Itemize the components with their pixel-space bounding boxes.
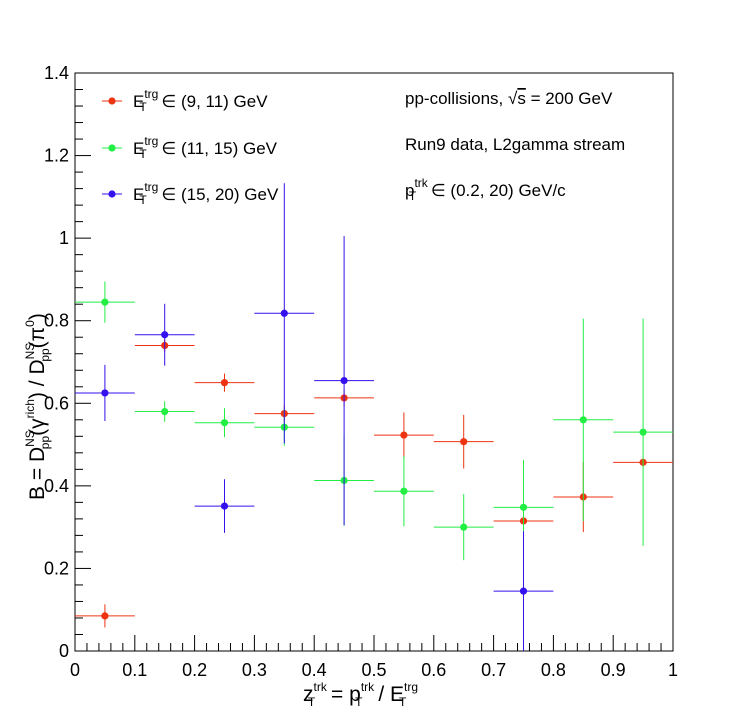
legend-label-base-0: E — [133, 92, 144, 111]
data-point — [75, 604, 135, 628]
legend-label-rest-2: ∈ (15, 20) GeV — [157, 185, 279, 204]
point-marker — [101, 298, 109, 306]
x-tick-label: 0.5 — [361, 660, 386, 680]
y-tick-label: 0.8 — [44, 311, 69, 331]
legend-label-sup-2: trg — [144, 180, 158, 194]
x-tick-label: 0.4 — [302, 660, 327, 680]
legend-label-rest-0: ∈ (9, 11) GeV — [157, 92, 269, 111]
y-tick-label: 1 — [59, 228, 69, 248]
legend-entry-0: Etrg T ∈ (9, 11) GeV — [102, 87, 268, 114]
data-point — [134, 303, 195, 366]
point-marker — [280, 309, 288, 317]
data-point — [493, 531, 554, 651]
x-tick-label: 0.8 — [541, 660, 566, 680]
data-point — [433, 494, 494, 561]
data-point — [553, 318, 614, 521]
annotation-ptrk: ptrk T ∈ (0.2, 20) GeV/c — [405, 176, 566, 203]
point-marker — [579, 416, 587, 424]
legend-label-base-2: E — [133, 185, 144, 204]
y-tick-label: 1.2 — [44, 146, 69, 166]
legend-label-base-1: E — [133, 139, 144, 158]
point-marker — [161, 407, 169, 416]
legend-marker-1 — [108, 144, 116, 152]
x-tick-label: 0.6 — [421, 660, 446, 680]
data-point — [314, 236, 374, 526]
x-tick-label: 0 — [70, 660, 80, 680]
y-tick-label: 0.6 — [44, 393, 69, 413]
axis-ticks — [74, 72, 674, 652]
data-point — [194, 408, 255, 438]
x-tick-label: 0.3 — [242, 660, 267, 680]
data-point — [254, 183, 315, 444]
point-marker — [400, 487, 408, 495]
tick-labels: 0 0.1 0.2 0.3 0.4 0.5 0.6 0.7 0.8 0.9 1 0 0.2 0.4 0.6 0… — [44, 63, 678, 680]
y-tick-label: 1.4 — [44, 63, 69, 83]
data-points — [75, 183, 673, 651]
data-point — [75, 281, 135, 323]
point-marker — [340, 376, 348, 385]
legend-entry-1: Etrg T ∈ (11, 15) GeV — [102, 134, 278, 161]
annotations: pp-collisions, √s = 200 GeV Run9 data, L… — [405, 89, 625, 203]
data-point — [134, 401, 195, 422]
data-point — [374, 456, 434, 527]
point-marker — [220, 502, 229, 510]
annotation-collisions: pp-collisions, √s = 200 GeV — [405, 89, 613, 108]
legend-label-sub-1: T — [139, 147, 147, 161]
x-axis-label: ztrk T = ptrk T / Etrg T — [303, 680, 418, 709]
legend-marker-0 — [108, 97, 116, 105]
x-tick-label: 1 — [668, 660, 678, 680]
point-marker — [161, 331, 169, 339]
x-tick-label: 0.9 — [601, 660, 626, 680]
data-point — [433, 414, 494, 469]
y-axis-label: B = DNSpp(γrich) / DNSpp(π0) — [23, 313, 52, 500]
data-point — [194, 373, 255, 392]
point-marker — [460, 523, 468, 531]
legend-entry-2: Etrg T ∈ (15, 20) GeV — [102, 180, 279, 207]
data-point — [374, 412, 434, 458]
data-point — [613, 318, 673, 546]
data-point — [75, 364, 135, 422]
legend: Etrg T ∈ (9, 11) GeV Etrg T ∈ (11, 15) GeV… — [102, 87, 279, 207]
point-marker — [400, 431, 408, 439]
data-point — [194, 479, 255, 533]
point-marker — [460, 438, 468, 446]
point-marker — [101, 389, 109, 397]
y-tick-label: 0.4 — [44, 476, 69, 496]
legend-label-rest-1: ∈ (11, 15) GeV — [157, 139, 278, 158]
legend-label-sub-2: T — [139, 193, 147, 207]
point-marker — [639, 428, 647, 436]
legend-label-sup-0: trg — [144, 87, 158, 101]
point-marker — [519, 587, 528, 595]
annotation-run: Run9 data, L2gamma stream — [405, 135, 625, 154]
y-tick-label: 0 — [59, 641, 69, 661]
point-marker — [220, 379, 229, 387]
sqrt-sign: √ — [508, 89, 518, 108]
x-tick-label: 0.1 — [122, 660, 147, 680]
point-marker — [101, 612, 109, 620]
x-tick-label: 0.2 — [182, 660, 207, 680]
point-marker — [220, 419, 229, 427]
x-tick-label: 0.7 — [481, 660, 506, 680]
point-marker — [519, 503, 528, 511]
legend-label-sub-0: T — [139, 100, 147, 114]
legend-label-sup-1: trg — [144, 134, 158, 148]
legend-marker-2 — [108, 190, 116, 198]
y-tick-label: 0.2 — [44, 558, 69, 578]
